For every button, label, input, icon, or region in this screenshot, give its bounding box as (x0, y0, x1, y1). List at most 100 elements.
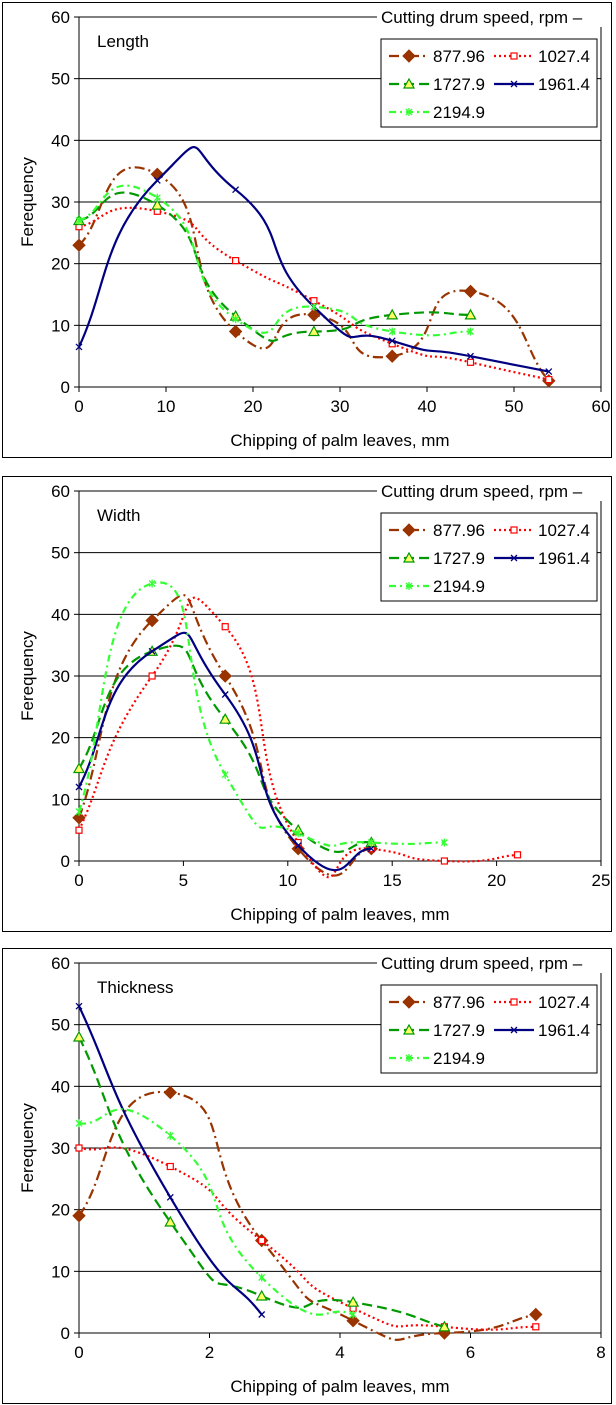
point-2194-9-3 (294, 829, 302, 838)
point-2194-9-0 (75, 216, 83, 225)
point-1027-4-2 (232, 257, 240, 265)
tick-label-y-20: 20 (51, 729, 70, 748)
series-1727-9 (72, 1030, 451, 1332)
legend-title-bg (377, 953, 609, 973)
point-2194-9-1 (148, 579, 156, 588)
point-1961-4-2 (221, 691, 229, 698)
point-1027-4-6 (545, 376, 553, 384)
legend: 877.96 1027.4 1727.9 1961.4 2194.9 (380, 512, 598, 602)
point-1961-4-6 (545, 368, 553, 376)
point-1027-4-0 (75, 826, 83, 834)
y-axis-label: Ferequency (18, 157, 37, 247)
legend-title-group: Cutting drum speed, rpm – (377, 7, 609, 27)
tick-label-x-0: 0 (74, 1343, 83, 1362)
legend-label-2194-9: 2194.9 (433, 577, 485, 596)
x-axis-label: Chipping of palm leaves, mm (230, 905, 449, 924)
series-877-96 (72, 1085, 543, 1341)
legend-label-1027-4: 1027.4 (538, 47, 590, 66)
chart-annotation: Length (97, 32, 149, 51)
tick-label-y-40: 40 (51, 605, 70, 624)
thickness-chart-panel: 0 10 20 30 40 50 60 0 2 4 6 8 Chipping of palm leave… (2, 948, 612, 1404)
point-1727-9-0 (72, 1030, 86, 1042)
tick-label-y-60: 60 (51, 954, 70, 973)
legend-title-group: Cutting drum speed, rpm – (377, 953, 609, 973)
point-2194-9-4 (388, 327, 396, 336)
legend-label-2194-9: 2194.9 (433, 103, 485, 122)
legend-entry-1027-4: 1027.4 (494, 521, 590, 540)
series-1961-4 (75, 145, 553, 376)
point-877-96-2 (228, 324, 243, 339)
legend-entry-2194-9: 2194.9 (389, 577, 485, 596)
point-2194-9-1 (153, 193, 161, 202)
legend-marker-1727-9 (402, 1023, 416, 1035)
legend-label-1027-4: 1027.4 (538, 993, 590, 1012)
tick-label-y-40: 40 (51, 1077, 70, 1096)
series-line-1027-4 (78, 1146, 536, 1331)
legend-marker-1961-4 (510, 1026, 518, 1034)
legend-title: Cutting drum speed, rpm – (381, 482, 583, 501)
legend-label-877-96: 877.96 (433, 993, 485, 1012)
series-line-2194-9 (78, 184, 471, 337)
tick-label-y-30: 30 (51, 1139, 70, 1158)
point-2194-9-5 (467, 327, 474, 336)
point-1027-4-1 (166, 1162, 174, 1171)
point-1961-4-1 (153, 176, 161, 184)
tick-label-y-0: 0 (61, 1324, 70, 1343)
legend-label-1961-4: 1961.4 (538, 75, 590, 94)
tick-label-y-40: 40 (51, 131, 70, 150)
point-877-96-5 (529, 1307, 543, 1322)
legend-entry-2194-9: 2194.9 (389, 1049, 485, 1068)
tick-label-y-20: 20 (51, 1201, 70, 1220)
legend-marker-1961-4 (510, 554, 518, 562)
point-877-96-5 (463, 284, 478, 299)
point-2194-9-2 (232, 315, 240, 324)
width-chart: 0 10 20 30 40 50 60 0 5 10 15 20 25 Chipping of palm … (18, 481, 610, 924)
tick-label-y-50: 50 (51, 70, 70, 89)
tick-label-x-2: 2 (205, 1343, 214, 1362)
legend-label-1727-9: 1727.9 (433, 1021, 485, 1040)
x-axis: 0 5 10 15 20 25 (74, 861, 610, 890)
point-2194-9-5 (440, 838, 448, 847)
tick-label-x-0: 0 (74, 397, 83, 416)
legend-marker-2194-9 (405, 582, 413, 590)
point-1961-4-5 (467, 352, 474, 360)
legend-marker-1027-4 (510, 998, 518, 1006)
tick-label-y-20: 20 (51, 255, 70, 274)
legend-label-1727-9: 1727.9 (433, 549, 485, 568)
length-chart-panel: 0 10 20 30 40 50 60 0 10 20 30 40 50 60 Chipping of pa… (2, 2, 612, 458)
legend-marker-1027-4 (510, 52, 518, 60)
series-1027-4 (75, 206, 553, 384)
tick-label-x-20: 20 (487, 871, 506, 890)
series-line-2194-9 (78, 1108, 354, 1316)
legend-marker-877-96 (402, 49, 416, 63)
thickness-chart: 0 10 20 30 40 50 60 0 2 4 6 8 Chipping of palm leave… (18, 953, 609, 1396)
legend-label-1961-4: 1961.4 (538, 549, 590, 568)
tick-label-x-6: 6 (466, 1343, 475, 1362)
plot-area (78, 490, 602, 862)
point-1727-9-4 (386, 308, 399, 320)
legend-entry-1727-9: 1727.9 (389, 75, 485, 94)
tick-label-y-10: 10 (51, 1262, 70, 1281)
point-877-96-2 (218, 669, 232, 683)
legend: 877.96 1027.4 1727.9 1961.4 2194.9 (380, 984, 598, 1074)
series-line-1027-4 (78, 206, 550, 381)
point-1027-4-2 (221, 623, 229, 631)
point-1961-4-4 (388, 337, 396, 345)
legend-title-group: Cutting drum speed, rpm – (377, 481, 609, 501)
point-2194-9-2 (221, 770, 229, 779)
point-1727-9-0 (72, 762, 86, 774)
tick-label-x-0: 0 (74, 871, 83, 890)
tick-label-x-30: 30 (331, 397, 350, 416)
legend-entry-877-96: 877.96 (389, 521, 485, 540)
point-1961-4-3 (294, 842, 302, 850)
length-chart: 0 10 20 30 40 50 60 0 10 20 30 40 50 60 Chipping of pa… (18, 7, 610, 450)
series-line-877-96 (78, 166, 550, 382)
series-line-1727-9 (78, 191, 471, 342)
point-877-96-1 (145, 613, 159, 628)
series-line-877-96 (78, 1090, 537, 1341)
point-1027-4-5 (440, 857, 448, 865)
point-2194-9-2 (258, 1273, 266, 1282)
tick-label-y-50: 50 (51, 544, 70, 563)
tick-label-x-20: 20 (244, 397, 263, 416)
point-1027-4-6 (513, 851, 522, 859)
